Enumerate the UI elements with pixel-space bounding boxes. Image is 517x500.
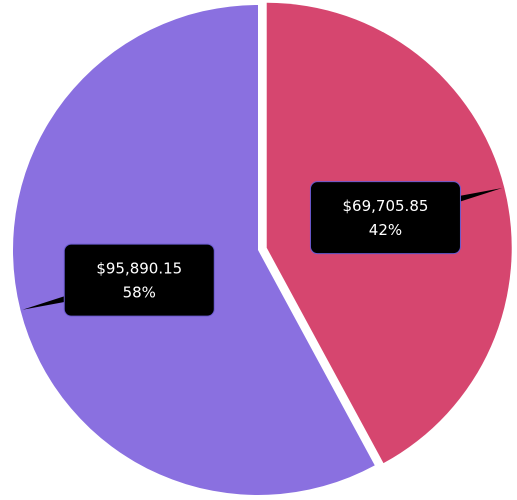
- tooltip: $95,890.15 58%: [22, 243, 215, 317]
- tooltip-percent: 58%: [123, 284, 156, 302]
- tooltip-value: $69,705.85: [343, 197, 429, 215]
- tooltip-box: [63, 243, 215, 317]
- tooltip-percent: 42%: [369, 221, 402, 239]
- tooltip-value: $95,890.15: [96, 260, 182, 278]
- tooltip: $69,705.85 42%: [309, 181, 503, 255]
- tooltip-box: [309, 181, 461, 255]
